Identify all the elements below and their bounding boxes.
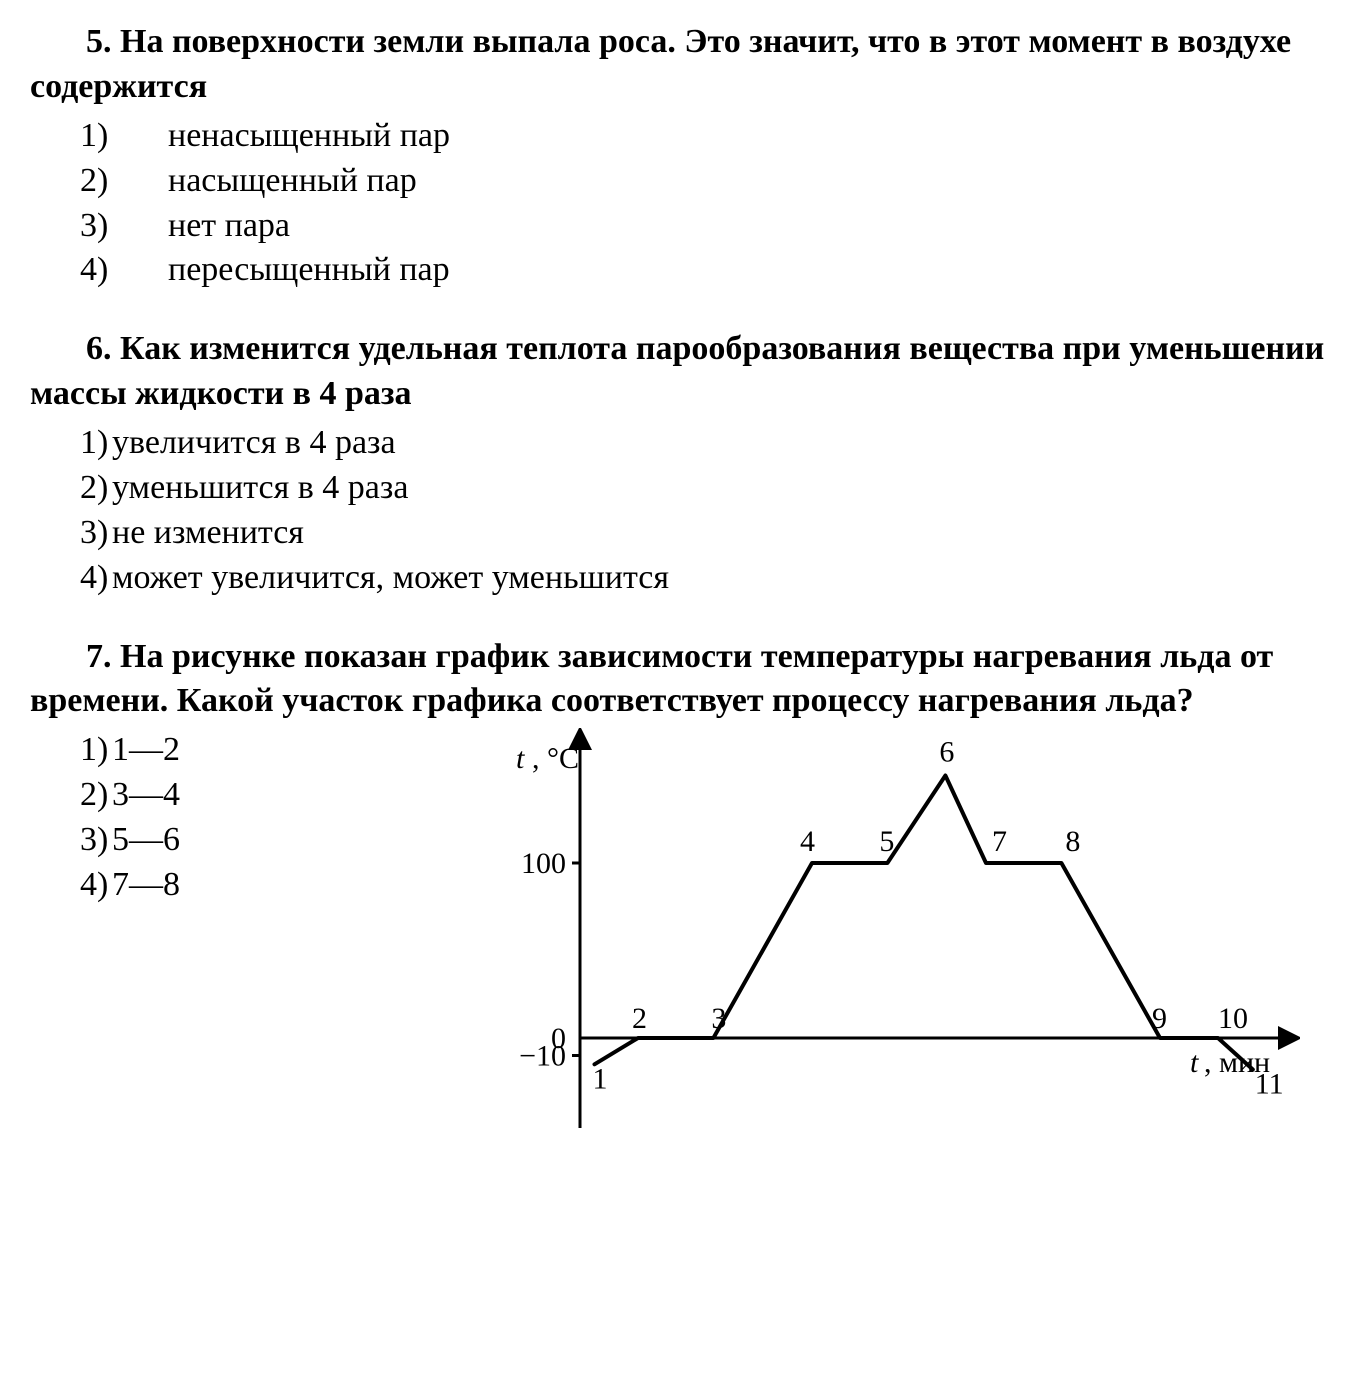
option-number: 1) [30, 421, 112, 466]
q5-number: 5. [86, 23, 112, 60]
q7-stem-text: На рисунке показан график зависимости те… [30, 638, 1273, 720]
q6-stem-text: Как изменится удельная теплота парообраз… [30, 330, 1324, 412]
q6-number: 6. [86, 330, 112, 367]
q7-opt-4: 4) 7—8 [30, 863, 450, 908]
q5-stem-text: На поверхности земли выпала роса. Это зн… [30, 23, 1291, 105]
option-number: 2) [30, 159, 140, 204]
option-text: не изменится [112, 511, 304, 556]
svg-text:t: t [1190, 1046, 1199, 1079]
option-number: 1) [30, 728, 112, 773]
svg-text:, °C: , °C [532, 742, 579, 775]
q5-stem: 5. На поверхности земли выпала роса. Это… [30, 20, 1338, 110]
q6-opt-3: 3) не изменится [30, 511, 1338, 556]
option-number: 2) [30, 466, 112, 511]
svg-text:11: 11 [1255, 1068, 1284, 1101]
q7-chart: 1000−10t, °Ct, мин1234567891011 [450, 728, 1338, 1148]
q6-stem: 6. Как изменится удельная теплота парооб… [30, 327, 1338, 417]
svg-text:−10: −10 [519, 1040, 566, 1073]
option-number: 2) [30, 773, 112, 818]
q6-opt-1: 1) увеличится в 4 раза [30, 421, 1338, 466]
option-text: 7—8 [112, 863, 180, 908]
svg-text:3: 3 [711, 1002, 726, 1035]
option-number: 4) [30, 863, 112, 908]
option-text: насыщенный пар [140, 159, 417, 204]
svg-text:5: 5 [879, 825, 894, 858]
option-text: нет пара [140, 204, 290, 249]
option-text: может увеличится, может уменьшится [112, 556, 669, 601]
option-number: 3) [30, 818, 112, 863]
svg-text:t: t [516, 742, 525, 775]
option-number: 3) [30, 204, 140, 249]
option-number: 4) [30, 556, 112, 601]
svg-text:8: 8 [1065, 825, 1080, 858]
svg-text:7: 7 [992, 825, 1007, 858]
option-text: 3—4 [112, 773, 180, 818]
q5-options: 1) ненасыщенный пар 2) насыщенный пар 3)… [30, 114, 1338, 294]
q6-options: 1) увеличится в 4 раза 2) уменьшится в 4… [30, 421, 1338, 601]
option-text: увеличится в 4 раза [112, 421, 396, 466]
svg-text:100: 100 [521, 847, 566, 880]
q7-number: 7. [86, 638, 112, 675]
option-text: пересыщенный пар [140, 248, 450, 293]
option-text: 1—2 [112, 728, 180, 773]
option-text: уменьшится в 4 раза [112, 466, 408, 511]
q7-opt-2: 2) 3—4 [30, 773, 450, 818]
svg-text:4: 4 [800, 825, 815, 858]
svg-text:1: 1 [593, 1063, 608, 1096]
option-text: ненасыщенный пар [140, 114, 450, 159]
option-number: 4) [30, 248, 140, 293]
svg-text:2: 2 [632, 1002, 647, 1035]
q5-opt-2: 2) насыщенный пар [30, 159, 1338, 204]
option-text: 5—6 [112, 818, 180, 863]
q5-opt-1: 1) ненасыщенный пар [30, 114, 1338, 159]
q7-opt-1: 1) 1—2 [30, 728, 450, 773]
option-number: 1) [30, 114, 140, 159]
svg-text:9: 9 [1152, 1002, 1167, 1035]
q7-stem: 7. На рисунке показан график зависимости… [30, 635, 1338, 725]
option-number: 3) [30, 511, 112, 556]
temperature-time-chart: 1000−10t, °Ct, мин1234567891011 [450, 728, 1300, 1148]
q7-opt-3: 3) 5—6 [30, 818, 450, 863]
q6-opt-4: 4) может увеличится, может уменьшится [30, 556, 1338, 601]
q6-opt-2: 2) уменьшится в 4 раза [30, 466, 1338, 511]
q5-opt-3: 3) нет пара [30, 204, 1338, 249]
q7-options: 1) 1—2 2) 3—4 3) 5—6 4) 7—8 [30, 728, 450, 908]
q5-opt-4: 4) пересыщенный пар [30, 248, 1338, 293]
svg-text:6: 6 [939, 736, 954, 769]
svg-text:10: 10 [1218, 1002, 1248, 1035]
